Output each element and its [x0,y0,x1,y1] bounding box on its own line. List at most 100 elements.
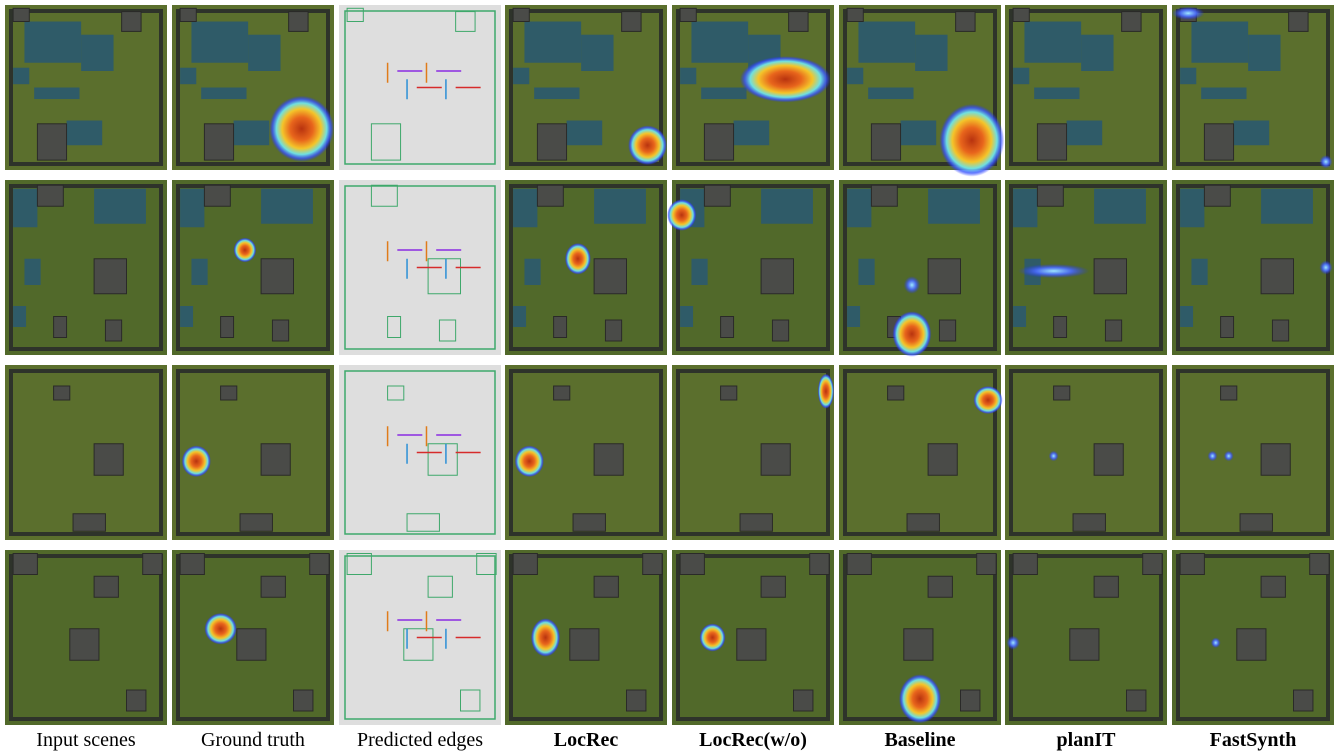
pool [680,67,697,85]
building [346,7,364,22]
heatmap [1223,450,1234,462]
building [53,316,68,338]
building [512,553,538,575]
building [760,575,786,598]
column-caption: Ground truth [201,729,305,751]
pool [534,87,580,100]
pool [928,188,980,224]
building [1203,184,1231,207]
building [1260,575,1286,598]
building [927,575,953,598]
scene-image [505,365,667,540]
building [1012,7,1030,22]
heatmap [892,311,932,357]
building [370,123,402,161]
scene-image [505,5,667,170]
pool [1233,120,1270,146]
building [93,443,124,476]
building [976,553,997,575]
building [553,316,568,338]
building [460,689,481,712]
heatmap [1017,264,1090,278]
building [1203,123,1235,161]
scene-image [1172,180,1334,355]
scene-wall [344,10,496,165]
building [1126,689,1147,712]
pool [24,21,82,63]
heatmap [1172,6,1205,20]
building [104,319,123,342]
building [927,258,961,295]
heatmap [1319,155,1333,169]
building [220,385,238,401]
building [793,689,814,712]
scene-image [1005,180,1167,355]
building [1293,689,1314,712]
pool [1013,306,1027,327]
building [203,123,235,161]
building [1220,316,1235,338]
heatmap [740,56,831,103]
building [53,385,71,401]
scene-background [672,365,834,540]
building [760,258,794,295]
pool [191,21,249,63]
building [788,11,809,32]
building [1142,553,1163,575]
heatmap [233,237,257,263]
building [887,385,905,401]
pool [594,188,646,224]
scene-image [1005,5,1167,170]
building [387,316,402,338]
scene-wall [1009,9,1163,166]
heatmap [269,95,334,162]
pool [581,34,614,71]
column-caption: Input scenes [36,729,136,751]
heatmap [564,243,591,275]
heatmap [667,199,697,231]
building [1093,443,1124,476]
building [12,553,38,575]
building [1220,385,1238,401]
heatmap [699,623,726,652]
building [703,123,735,161]
building [293,689,314,712]
building [288,11,309,32]
building [427,443,458,476]
building [720,316,735,338]
building [720,385,738,401]
pool [261,188,313,224]
column-caption: Baseline [884,729,955,751]
pool [233,120,270,146]
building [1179,553,1205,575]
building [179,7,197,22]
pool [13,306,27,327]
scene-wall [1009,184,1163,351]
building [736,628,767,661]
scene-image [1172,550,1334,725]
pool [566,120,603,146]
heatmap [530,618,561,657]
scene-wall [9,9,163,166]
scene-wall [509,184,663,351]
building [512,7,530,22]
building [220,316,235,338]
building [476,553,497,575]
scene-wall [509,369,663,536]
building [621,11,642,32]
pool [915,34,948,71]
pool [701,87,747,100]
building [36,184,64,207]
pool [1081,34,1114,71]
scene-image [5,365,167,540]
building [239,513,273,532]
heatmap [939,104,1005,177]
scene-image [339,365,501,540]
building [455,11,476,32]
heatmap [898,674,942,724]
scene-image [5,550,167,725]
pool [201,87,247,100]
pool [1180,67,1197,85]
scene-wall [176,369,330,536]
column-caption: FastSynth [1210,729,1297,751]
